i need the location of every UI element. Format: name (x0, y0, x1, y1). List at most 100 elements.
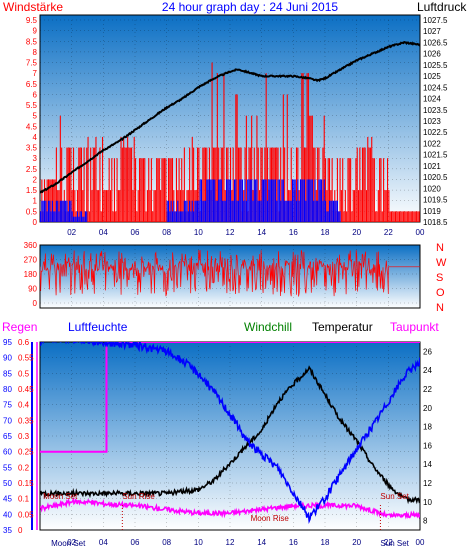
wind-gust-bar (157, 158, 159, 222)
rain-tick-label: 0 (18, 526, 23, 535)
wind-gust-bar (257, 147, 259, 222)
wind-gust-bar (251, 115, 253, 222)
wind-gust-bar (183, 147, 185, 222)
wind-mean-bar (66, 200, 68, 222)
wind-mean-bar (223, 200, 225, 222)
wind-gust-bar (260, 147, 262, 222)
wind-gust-bar (92, 147, 94, 222)
wind-mean-bar (280, 200, 282, 222)
wind-gust-bar (133, 136, 135, 222)
wind-gust-bar (397, 211, 399, 222)
time-tick-label: 12 (226, 228, 235, 237)
wind-gust-bar (124, 147, 126, 222)
wind-gust-bar (66, 147, 68, 222)
wind-gust-bar (295, 147, 298, 222)
wind-gust-bar (164, 158, 166, 222)
wind-gust-bar (162, 158, 164, 222)
wind-mean-bar (295, 200, 298, 222)
wind-mean-bar (43, 200, 46, 222)
wind-mean-bar (199, 179, 201, 222)
wind-gust-bar (331, 158, 333, 222)
wind-gust-bar (377, 190, 379, 222)
wind-gust-bar (282, 94, 284, 222)
direction-tick-label: 270 (24, 256, 38, 265)
time-tick-label: 20 (352, 538, 361, 547)
wind-mean-bar (178, 211, 180, 222)
wind-mean-bar (293, 179, 295, 222)
wind-mean-bar (245, 200, 247, 222)
wind-mean-bar (67, 211, 69, 222)
wind-mean-bar (322, 200, 324, 222)
wind-gust-bar (115, 211, 117, 222)
wind-gust-bar (46, 179, 48, 222)
wind-gust-bar (372, 158, 374, 222)
wind-gust-bar (82, 190, 84, 222)
wind-gust-bar (170, 158, 172, 222)
wind-gust-bar (113, 158, 115, 222)
wind-gust-bar (116, 158, 118, 222)
wind-mean-bar (194, 200, 196, 222)
wind-gust-bar (302, 73, 304, 222)
wind-gust-bar (191, 136, 193, 222)
wind-gust-bar (418, 211, 420, 222)
wind-gust-bar (117, 190, 119, 222)
wind-mean-bar (231, 200, 233, 222)
humidity-tick-label: 60 (3, 448, 12, 457)
pressure-tick-label: 1019 (423, 207, 441, 216)
humidity-tick-label: 55 (3, 463, 12, 472)
wind-gust-bar (74, 190, 76, 222)
wind-mean-bar (40, 211, 42, 222)
wind-mean-bar (318, 179, 320, 222)
wind-gust-bar (112, 211, 114, 222)
time-tick-label: 06 (131, 228, 140, 237)
wind-mean-bar (174, 211, 176, 222)
wind-gust-bar (310, 115, 312, 222)
wind-gust-bar (175, 158, 178, 222)
humidity-tick-label: 40 (3, 510, 12, 519)
wind-gust-bar (50, 179, 52, 222)
wind-gust-bar (78, 147, 80, 222)
wind-gust-bar (158, 158, 160, 222)
wind-mean-bar (200, 179, 203, 222)
time-tick-label: 08 (162, 538, 171, 547)
wind-mean-bar (331, 200, 333, 222)
wind-direction-panel (39, 244, 421, 309)
rain-tick-label: 0.2 (18, 463, 30, 472)
wind-mean-bar (218, 179, 220, 222)
wind-gust-bar (416, 211, 418, 222)
wind-mean-bar (305, 200, 307, 222)
wind-gust-bar (405, 211, 407, 222)
wind-mean-bar (288, 200, 290, 222)
wind-mean-bar (214, 179, 216, 222)
event-label: Moon Rise (251, 514, 290, 523)
wind-gust-bar (379, 158, 381, 222)
wind-mean-bar (197, 200, 199, 222)
wind-gust-bar (266, 147, 269, 222)
rain-tick-label: 0.4 (18, 401, 30, 410)
event-label: Sun Rise (122, 492, 155, 501)
wind-mean-bar (224, 200, 226, 222)
wind-gust-bar (179, 190, 181, 222)
wind-mean-bar (317, 200, 319, 222)
wind-gust-bar (392, 211, 394, 222)
pressure-tick-label: 1026 (423, 50, 441, 59)
wind-gust-bar (141, 158, 143, 222)
wind-gust-bar (344, 190, 346, 222)
wind-gust-bar (59, 115, 61, 222)
wind-gust-bar (102, 136, 104, 222)
wind-gust-bar (348, 158, 350, 222)
series-header: Windchill (244, 320, 292, 334)
series-header: Luftfeuchte (68, 320, 128, 334)
wind-mean-bar (294, 179, 296, 222)
wind-mean-bar (282, 179, 284, 222)
wind-mean-bar (235, 179, 237, 222)
wind-mean-bar (321, 179, 323, 222)
wind-gust-bar (265, 73, 267, 222)
wind-gust-bar (67, 147, 69, 222)
wind-gust-bar (311, 115, 313, 222)
wind-mean-bar (51, 200, 53, 222)
wind-mean-bar (269, 179, 271, 222)
pressure-series-line (40, 40, 420, 194)
wind-mean-bar (80, 211, 83, 222)
